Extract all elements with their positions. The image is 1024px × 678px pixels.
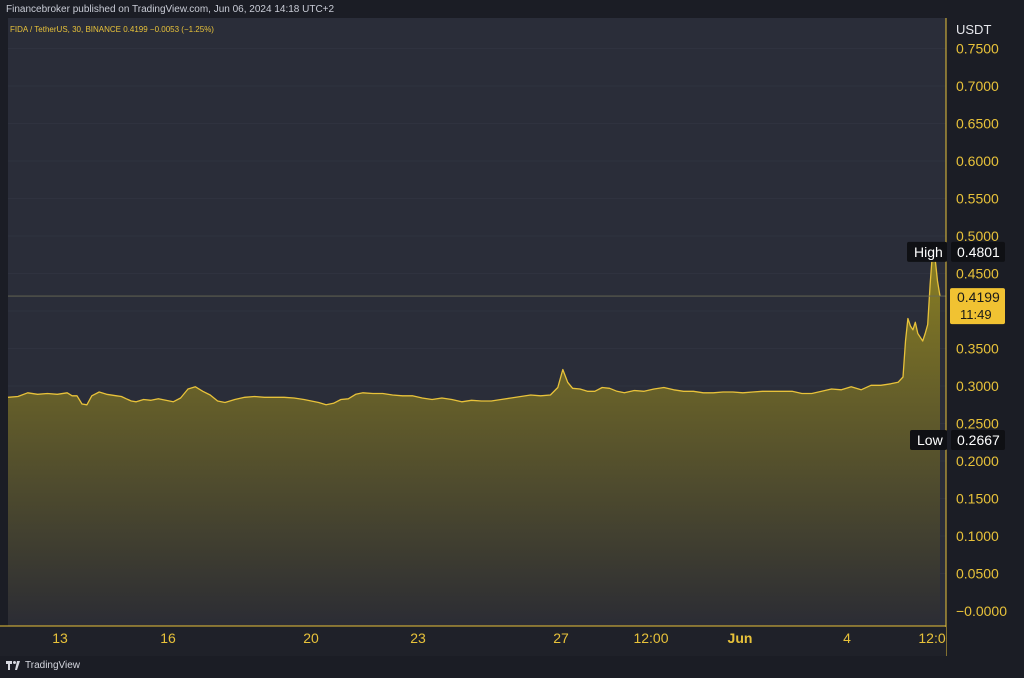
price-tick-label: 0.6500 (956, 116, 999, 132)
high-marker: High 0.4801 (907, 241, 1005, 262)
time-tick-label: 4 (843, 630, 851, 646)
last-price-box (950, 288, 1005, 325)
price-tick-label: 0.5000 (956, 228, 999, 244)
price-tick-label: 0.0500 (956, 566, 999, 582)
price-tick-label: 0.6000 (956, 153, 999, 169)
price-tick-label: 0.4500 (956, 266, 999, 282)
price-line (7, 250, 941, 406)
price-area-fill (8, 250, 940, 626)
price-tick-label: 0.1500 (956, 491, 999, 507)
currency-label: USDT (956, 22, 991, 37)
time-tick-label: 12:00 (633, 630, 668, 646)
time-tick-label: 13 (52, 630, 68, 646)
low-value: 0.2667 (957, 432, 1000, 448)
high-label-box (907, 241, 947, 262)
price-tick-label: 0.1000 (956, 528, 999, 544)
low-label: Low (917, 432, 944, 448)
tradingview-logo-icon (6, 661, 20, 670)
time-tick-label: Jun (728, 630, 753, 646)
publish-header: Financebroker published on TradingView.c… (0, 0, 1024, 18)
price-tick-label: 0.3500 (956, 341, 999, 357)
low-value-box (951, 429, 1005, 450)
price-tick-label: 0.7000 (956, 78, 999, 94)
time-tick-label: 20 (303, 630, 319, 646)
price-tick-label: −0.0000 (956, 603, 1007, 619)
low-label-box (910, 429, 947, 450)
price-chart-svg[interactable]: 0.7500 0.7000 0.6500 0.6000 0.5500 0.5000 0.45… (0, 18, 1024, 658)
tradingview-logo[interactable]: TradingView (6, 660, 80, 671)
price-axis[interactable]: 0.7500 0.7000 0.6500 0.6000 0.5500 0.5000 0.45… (956, 41, 1007, 620)
time-axis[interactable]: 13 16 20 23 27 12:00 Jun 4 12:0 (0, 627, 946, 658)
footer-bar: TradingView (0, 656, 1024, 678)
price-tick-label: 0.5500 (956, 191, 999, 207)
last-price-badge: 0.4199 11:49 (950, 288, 1005, 325)
time-tick-label: 23 (410, 630, 426, 646)
price-tick-label: 0.7500 (956, 41, 999, 57)
publish-info-text: Financebroker published on TradingView.c… (6, 4, 335, 15)
price-tick-label: 0.2000 (956, 453, 999, 469)
high-value: 0.4801 (957, 244, 1000, 260)
time-axis-background (0, 627, 946, 658)
time-tick-label: 27 (553, 630, 569, 646)
low-marker: Low 0.2667 (910, 429, 1005, 450)
high-label: High (914, 244, 943, 260)
bar-countdown: 11:49 (960, 307, 992, 322)
time-tick-label: 12:0 (918, 630, 945, 646)
tradingview-brand: TradingView (25, 660, 81, 671)
time-tick-label: 16 (160, 630, 176, 646)
price-tick-label: 0.2500 (956, 416, 999, 432)
last-price-value: 0.4199 (957, 289, 1000, 305)
symbol-info: FIDA / TetherUS, 30, BINANCE 0.4199 −0.0… (10, 25, 214, 34)
high-value-box (951, 241, 1005, 262)
price-tick-label: 0.3000 (956, 378, 999, 394)
chart-area[interactable]: 0.7500 0.7000 0.6500 0.6000 0.5500 0.5000 0.45… (0, 18, 1024, 658)
